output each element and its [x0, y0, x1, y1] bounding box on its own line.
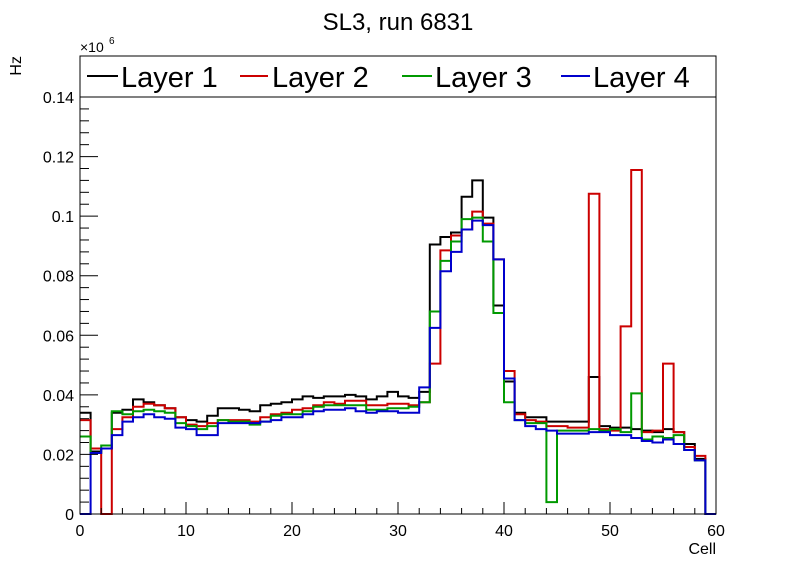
y-tick-label: 0.04 — [43, 388, 74, 405]
legend-label-layer-2: Layer 2 — [272, 62, 369, 94]
series-line-layer-2 — [80, 168, 716, 515]
x-tick-label: 60 — [707, 523, 725, 540]
y-tick-label: 0.12 — [43, 150, 74, 167]
x-tick-label: 0 — [76, 523, 85, 540]
series-line-layer-4 — [80, 219, 716, 515]
legend: Layer 1 Layer 2 Layer 3 Layer 4 — [79, 55, 717, 98]
x-axis-label: Cell — [688, 541, 716, 558]
series-line-layer-3 — [80, 216, 716, 515]
y-tick-label: 0.02 — [43, 447, 74, 464]
series-layer — [80, 168, 716, 515]
legend-label-layer-3: Layer 3 — [435, 62, 532, 94]
legend-label-layer-4: Layer 4 — [593, 62, 690, 94]
y-axis-multiplier: ×10 6 — [80, 36, 115, 55]
y-tick-label: 0.08 — [43, 269, 74, 286]
y-multiplier-exponent: 6 — [109, 36, 115, 47]
y-multiplier-base: ×10 — [80, 39, 104, 55]
axis-layer: 0 10 20 30 40 50 60 0 0.02 0.04 0.06 0.08 0.1 0.12 0.1… — [43, 90, 725, 540]
y-tick-label: 0.06 — [43, 328, 74, 345]
x-tick-label: 50 — [601, 523, 619, 540]
y-tick-label: 0.1 — [52, 209, 74, 226]
chart-title: SL3, run 6831 — [323, 9, 474, 36]
y-tick-label: 0 — [65, 507, 74, 524]
x-tick-label: 30 — [389, 523, 407, 540]
legend-box — [79, 55, 717, 98]
x-tick-label: 10 — [177, 523, 195, 540]
y-tick-label: 0.14 — [43, 90, 74, 107]
x-tick-label: 40 — [495, 523, 513, 540]
y-axis-label: Hz — [8, 56, 25, 76]
legend-label-layer-1: Layer 1 — [121, 62, 218, 94]
x-tick-label: 20 — [283, 523, 301, 540]
